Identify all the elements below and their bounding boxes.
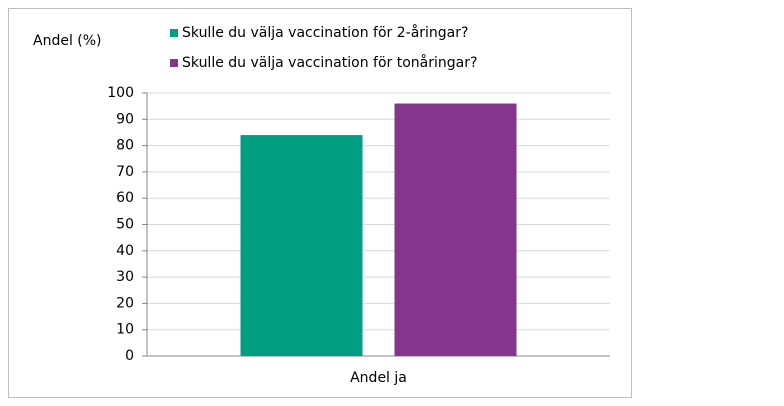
y-tick-label: 20 xyxy=(116,295,134,311)
y-tick-label: 0 xyxy=(125,348,134,364)
y-tick-label: 60 xyxy=(116,190,134,206)
x-tick-label: Andel ja xyxy=(350,370,407,386)
y-tick-label: 30 xyxy=(116,269,134,285)
legend-swatch xyxy=(170,59,178,67)
y-tick-label: 100 xyxy=(107,85,134,101)
bar xyxy=(240,135,363,356)
y-tick-label: 90 xyxy=(116,111,134,127)
y-tick-label: 50 xyxy=(116,217,134,233)
y-tick-label: 80 xyxy=(116,138,134,154)
y-tick-label: 70 xyxy=(116,164,134,180)
y-tick-label: 10 xyxy=(116,322,134,338)
bar xyxy=(394,103,517,357)
y-tick-label: 40 xyxy=(116,243,134,259)
legend-label: Skulle du välja vaccination för 2-åringa… xyxy=(182,24,468,41)
y-axis-label: Andel (%) xyxy=(33,33,102,49)
legend-swatch xyxy=(170,29,178,37)
legend-label: Skulle du välja vaccination för tonåring… xyxy=(182,54,477,71)
